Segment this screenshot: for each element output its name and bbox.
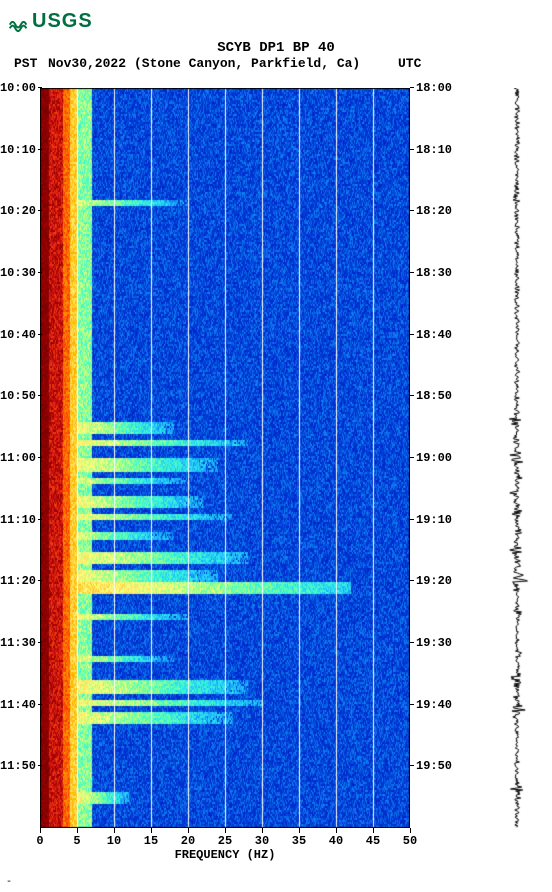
seismogram-canvas — [490, 88, 544, 828]
y-left-tick: 10:40 — [0, 328, 36, 342]
right-timezone-label: UTC — [398, 56, 421, 71]
usgs-logo-text: USGS — [32, 10, 93, 33]
chart-title: SCYB DP1 BP 40 — [0, 40, 552, 56]
spectrogram-plot — [40, 88, 410, 828]
x-tick: 35 — [292, 834, 306, 848]
y-left-tick: 11:30 — [0, 636, 36, 650]
y-left-tick: 10:10 — [0, 143, 36, 157]
footer-mark: - — [6, 877, 12, 888]
y-right-tick: 18:30 — [416, 266, 452, 280]
x-tick: 20 — [181, 834, 195, 848]
y-axis-left: 10:0010:1010:2010:3010:4010:5011:0011:10… — [0, 88, 38, 828]
x-tick: 50 — [403, 834, 417, 848]
x-tick: 30 — [255, 834, 269, 848]
y-right-tick: 18:10 — [416, 143, 452, 157]
y-right-tick: 18:50 — [416, 389, 452, 403]
station-label: (Stone Canyon, Parkfield, Ca) — [134, 56, 360, 71]
left-timezone-label: PST — [14, 56, 37, 71]
y-right-tick: 19:50 — [416, 759, 452, 773]
page-root: { "logo": {"text":"USGS","color":"#006f4… — [0, 0, 552, 892]
y-left-tick: 11:10 — [0, 513, 36, 527]
y-axis-right: 18:0018:1018:2018:3018:4018:5019:0019:10… — [412, 88, 456, 828]
y-right-tick: 18:40 — [416, 328, 452, 342]
x-tick: 45 — [366, 834, 380, 848]
y-left-tick: 10:50 — [0, 389, 36, 403]
y-left-tick: 11:20 — [0, 574, 36, 588]
x-tick: 15 — [144, 834, 158, 848]
x-tick: 0 — [36, 834, 43, 848]
y-right-tick: 19:30 — [416, 636, 452, 650]
y-left-tick: 10:20 — [0, 204, 36, 218]
x-tick: 5 — [73, 834, 80, 848]
x-axis: 05101520253035404550 — [40, 830, 410, 850]
date-label: Nov30,2022 — [48, 56, 126, 71]
y-right-tick: 19:00 — [416, 451, 452, 465]
x-tick: 40 — [329, 834, 343, 848]
y-left-tick: 10:30 — [0, 266, 36, 280]
wave-icon — [8, 9, 30, 33]
x-tick: 25 — [218, 834, 232, 848]
y-right-tick: 19:10 — [416, 513, 452, 527]
y-right-tick: 18:20 — [416, 204, 452, 218]
y-left-tick: 11:00 — [0, 451, 36, 465]
y-right-tick: 18:00 — [416, 81, 452, 95]
y-left-tick: 10:00 — [0, 81, 36, 95]
seismogram-trace — [490, 88, 544, 828]
x-tick: 10 — [107, 834, 121, 848]
y-left-tick: 11:50 — [0, 759, 36, 773]
y-left-tick: 11:40 — [0, 698, 36, 712]
x-axis-title: FREQUENCY (HZ) — [40, 848, 410, 862]
spectrogram-canvas — [40, 88, 410, 828]
y-right-tick: 19:40 — [416, 698, 452, 712]
usgs-logo: USGS — [8, 6, 100, 36]
y-right-tick: 19:20 — [416, 574, 452, 588]
